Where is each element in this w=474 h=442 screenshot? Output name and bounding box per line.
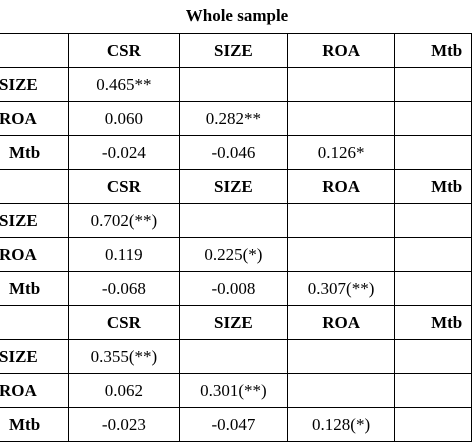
- table-row: SIZE 0.702(**): [0, 203, 472, 238]
- table-row: Mtb -0.023 -0.047 0.128(*): [0, 407, 472, 442]
- table-cell: -0.008: [178, 271, 289, 306]
- header-row: CSR SIZE ROA Mtb: [0, 33, 472, 68]
- table-cell: 0.119: [68, 237, 180, 272]
- table-cell: [287, 203, 396, 238]
- table-cell: [287, 339, 396, 374]
- header-cell-mtb: Mtb: [394, 169, 472, 204]
- header-cell-mtb: Mtb: [394, 305, 472, 340]
- row-label: ROA: [0, 237, 70, 272]
- table-cell: [394, 101, 472, 136]
- table-cell: 0.126*: [287, 135, 396, 170]
- header-cell-empty: [0, 305, 70, 340]
- table-cell: 0.702(**): [68, 203, 180, 238]
- table-cell: [178, 339, 289, 374]
- header-cell-mtb: Mtb: [394, 33, 472, 68]
- row-label: ROA: [0, 101, 70, 136]
- header-cell-csr: CSR: [68, 33, 180, 68]
- table-cell: [394, 339, 472, 374]
- table-row: Mtb -0.024 -0.046 0.126*: [0, 135, 472, 170]
- row-label: Mtb: [0, 407, 70, 442]
- table-cell: 0.225(*): [178, 237, 289, 272]
- table-cell: -0.023: [68, 407, 180, 442]
- row-label: Mtb: [0, 135, 70, 170]
- table-row: ROA 0.119 0.225(*): [0, 237, 472, 272]
- table-row: SIZE 0.465**: [0, 67, 472, 102]
- header-cell-csr: CSR: [68, 305, 180, 340]
- header-cell-size: SIZE: [178, 169, 289, 204]
- table-cell: 0.060: [68, 101, 180, 136]
- table-cell: -0.024: [68, 135, 180, 170]
- table-cell: 0.307(**): [287, 271, 396, 306]
- header-row: CSR SIZE ROA Mtb: [0, 169, 472, 204]
- row-label: SIZE: [0, 67, 70, 102]
- table-row: Mtb -0.068 -0.008 0.307(**): [0, 271, 472, 306]
- table-cell: -0.046: [178, 135, 289, 170]
- table-cell: -0.068: [68, 271, 180, 306]
- table-cell: -0.047: [178, 407, 289, 442]
- table-row: ROA 0.060 0.282**: [0, 101, 472, 136]
- table-cell: [287, 101, 396, 136]
- table-cell: 0.465**: [68, 67, 180, 102]
- header-cell-roa: ROA: [287, 305, 396, 340]
- header-cell-size: SIZE: [178, 305, 289, 340]
- correlation-table: CSR SIZE ROA Mtb SIZE 0.465** ROA 0.060 …: [0, 33, 472, 442]
- table-cell: [394, 407, 472, 442]
- table-cell: 0.301(**): [178, 373, 289, 408]
- row-label: SIZE: [0, 339, 70, 374]
- table-cell: 0.128(*): [287, 407, 396, 442]
- header-cell-size: SIZE: [178, 33, 289, 68]
- table-cell: [287, 67, 396, 102]
- table-row: SIZE 0.355(**): [0, 339, 472, 374]
- table-cell: [178, 203, 289, 238]
- header-cell-roa: ROA: [287, 33, 396, 68]
- table-cell: [394, 203, 472, 238]
- table-cell: [394, 135, 472, 170]
- row-label: ROA: [0, 373, 70, 408]
- header-cell-roa: ROA: [287, 169, 396, 204]
- table-cell: [287, 237, 396, 272]
- table-row: ROA 0.062 0.301(**): [0, 373, 472, 408]
- header-row: CSR SIZE ROA Mtb: [0, 305, 472, 340]
- row-label: Mtb: [0, 271, 70, 306]
- table-cell: 0.282**: [178, 101, 289, 136]
- table-cell: [394, 67, 472, 102]
- table-cell: [287, 373, 396, 408]
- header-cell-empty: [0, 33, 70, 68]
- table-cell: [394, 237, 472, 272]
- table-cell: [178, 67, 289, 102]
- header-cell-empty: [0, 169, 70, 204]
- header-cell-csr: CSR: [68, 169, 180, 204]
- row-label: SIZE: [0, 203, 70, 238]
- table-title: Whole sample: [185, 6, 289, 25]
- table-cell: [394, 271, 472, 306]
- table-cell: [394, 373, 472, 408]
- table-cell: 0.062: [68, 373, 180, 408]
- table-cell: 0.355(**): [68, 339, 180, 374]
